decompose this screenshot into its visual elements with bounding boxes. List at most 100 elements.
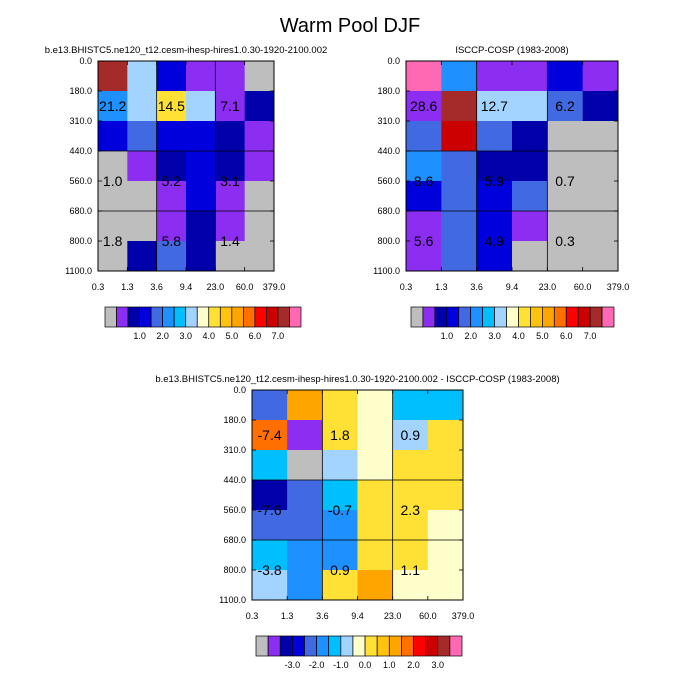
heatmap-cell <box>287 510 323 541</box>
colorbar-swatch <box>127 306 140 328</box>
colorbar-swatch <box>376 635 390 657</box>
colorbar-swatch <box>446 306 460 328</box>
colorbar-swatch <box>289 306 302 328</box>
heatmap-cell <box>98 241 128 272</box>
colorbar-label: 6.0 <box>560 331 573 341</box>
x-tick-label: 3.6 <box>316 611 329 621</box>
colorbar-swatch <box>482 306 495 328</box>
colorbar-swatch <box>340 635 354 657</box>
y-tick-label: 0.0 <box>233 385 246 395</box>
heatmap-cell <box>441 181 477 212</box>
y-tick-label: 180.0 <box>69 86 92 96</box>
x-tick-label: 3.6 <box>470 282 483 292</box>
heatmap-cell <box>287 540 323 571</box>
colorbar-swatch <box>255 635 269 657</box>
heatmap-cell <box>127 211 157 242</box>
colorbar-swatch <box>530 306 543 328</box>
colorbar-label: 3.0 <box>179 331 192 341</box>
x-tick-label: 9.4 <box>506 282 519 292</box>
colorbar-swatch <box>601 306 615 328</box>
value-label: 6.2 <box>555 98 575 114</box>
y-tick-label: 680.0 <box>69 206 92 216</box>
colorbar-label: 2.0 <box>407 660 420 670</box>
y-tick-label: 800.0 <box>69 236 92 246</box>
heatmap-cell <box>322 390 358 421</box>
value-label: 0.9 <box>401 427 421 443</box>
colorbar-label: 2.0 <box>464 331 477 341</box>
colorbar-label: 1.0 <box>133 331 146 341</box>
heatmap-panel-2: ISCCP-COSP (1983-2008) 0.3 1.3 3.6 9.4 23.0 60… <box>373 45 629 292</box>
value-label: 1.8 <box>330 427 350 443</box>
heatmap-cell <box>392 510 429 541</box>
value-label: 21.2 <box>99 98 126 114</box>
y-tick-label: 310.0 <box>377 116 400 126</box>
heatmap-cell <box>547 151 583 182</box>
colorbar-label: 3.0 <box>488 331 501 341</box>
colorbar-swatch <box>139 306 152 328</box>
heatmap-cell <box>547 61 583 92</box>
colorbar-label: 0.0 <box>359 660 372 670</box>
heatmap-cell <box>322 570 358 601</box>
colorbar-label: 5.0 <box>536 331 549 341</box>
heatmap-cell <box>582 121 619 152</box>
colorbar-swatch <box>470 306 483 328</box>
heatmap-cell <box>476 241 513 272</box>
value-label: 7.1 <box>220 98 240 114</box>
colorbar-swatch <box>553 306 567 328</box>
panels: b.e13.BHISTC5.ne120_t12.cesm-ihesp-hires… <box>45 45 630 621</box>
colorbar-label: -1.0 <box>333 660 349 670</box>
value-label: 2.3 <box>401 502 421 518</box>
heatmap-cell <box>512 91 548 122</box>
y-tick-label: 800.0 <box>223 565 246 575</box>
x-tick-label: 60.0 <box>419 611 437 621</box>
heatmap-cell <box>476 91 513 122</box>
y-tick-label: 310.0 <box>223 445 246 455</box>
heatmap-cell <box>427 420 464 451</box>
heatmap-cell <box>322 420 358 451</box>
panel-title: b.e13.BHISTC5.ne120_t12.cesm-ihesp-hires… <box>45 45 328 56</box>
colorbar-swatch <box>104 306 117 328</box>
heatmap-cell <box>215 61 245 92</box>
colorbar-swatch <box>401 635 414 657</box>
heatmap-cell <box>244 61 275 92</box>
heatmap-cell <box>244 151 275 182</box>
colorbar-1: 1.0 2.0 3.0 4.0 5.0 6.0 7.0 <box>104 306 302 341</box>
x-tick-label: 0.3 <box>400 282 413 292</box>
heatmap-cell <box>252 450 288 481</box>
heatmap-cell <box>582 181 619 212</box>
colorbar-label: 2.0 <box>156 331 169 341</box>
colorbar-swatch <box>304 635 317 657</box>
y-tick-label: 560.0 <box>69 176 92 186</box>
colorbar-swatch <box>364 635 378 657</box>
heatmap-cell <box>98 91 128 122</box>
heatmap-cell <box>287 570 323 601</box>
heatmap-cell <box>252 390 288 421</box>
colorbar-swatch <box>116 306 129 328</box>
y-tick-label: 800.0 <box>377 236 400 246</box>
x-tick-label: 379.0 <box>452 611 475 621</box>
heatmap-cell <box>98 151 128 182</box>
heatmap-panel-1: b.e13.BHISTC5.ne120_t12.cesm-ihesp-hires… <box>45 45 328 292</box>
heatmap-cell <box>357 510 393 541</box>
value-label: -7.4 <box>258 427 282 443</box>
colorbar-swatch <box>388 635 402 657</box>
heatmap-cell <box>186 151 216 182</box>
colorbar-swatch <box>266 306 279 328</box>
x-tick-label: 3.6 <box>150 282 163 292</box>
heatmap-cell <box>156 91 187 122</box>
value-label: 1.0 <box>103 173 123 189</box>
colorbar-swatch <box>292 635 305 657</box>
heatmap-cell <box>582 91 619 122</box>
heatmap-cell <box>357 450 393 481</box>
colorbars: 1.0 2.0 3.0 4.0 5.0 6.0 7.0 1.0 2.0 3.0 4.0 5.0 6.0 7… <box>104 306 615 670</box>
panel-title: ISCCP-COSP (1983-2008) <box>455 45 568 56</box>
heatmap-cell <box>98 121 128 152</box>
value-label: -3.8 <box>258 562 282 578</box>
colorbar-swatch <box>518 306 531 328</box>
heatmap-cell <box>427 570 464 601</box>
heatmap-cell <box>392 480 429 511</box>
colorbar-label: 5.0 <box>226 331 239 341</box>
heatmap-cell <box>127 61 157 92</box>
heatmap-cell <box>512 211 548 242</box>
colorbar-swatch <box>243 306 256 328</box>
